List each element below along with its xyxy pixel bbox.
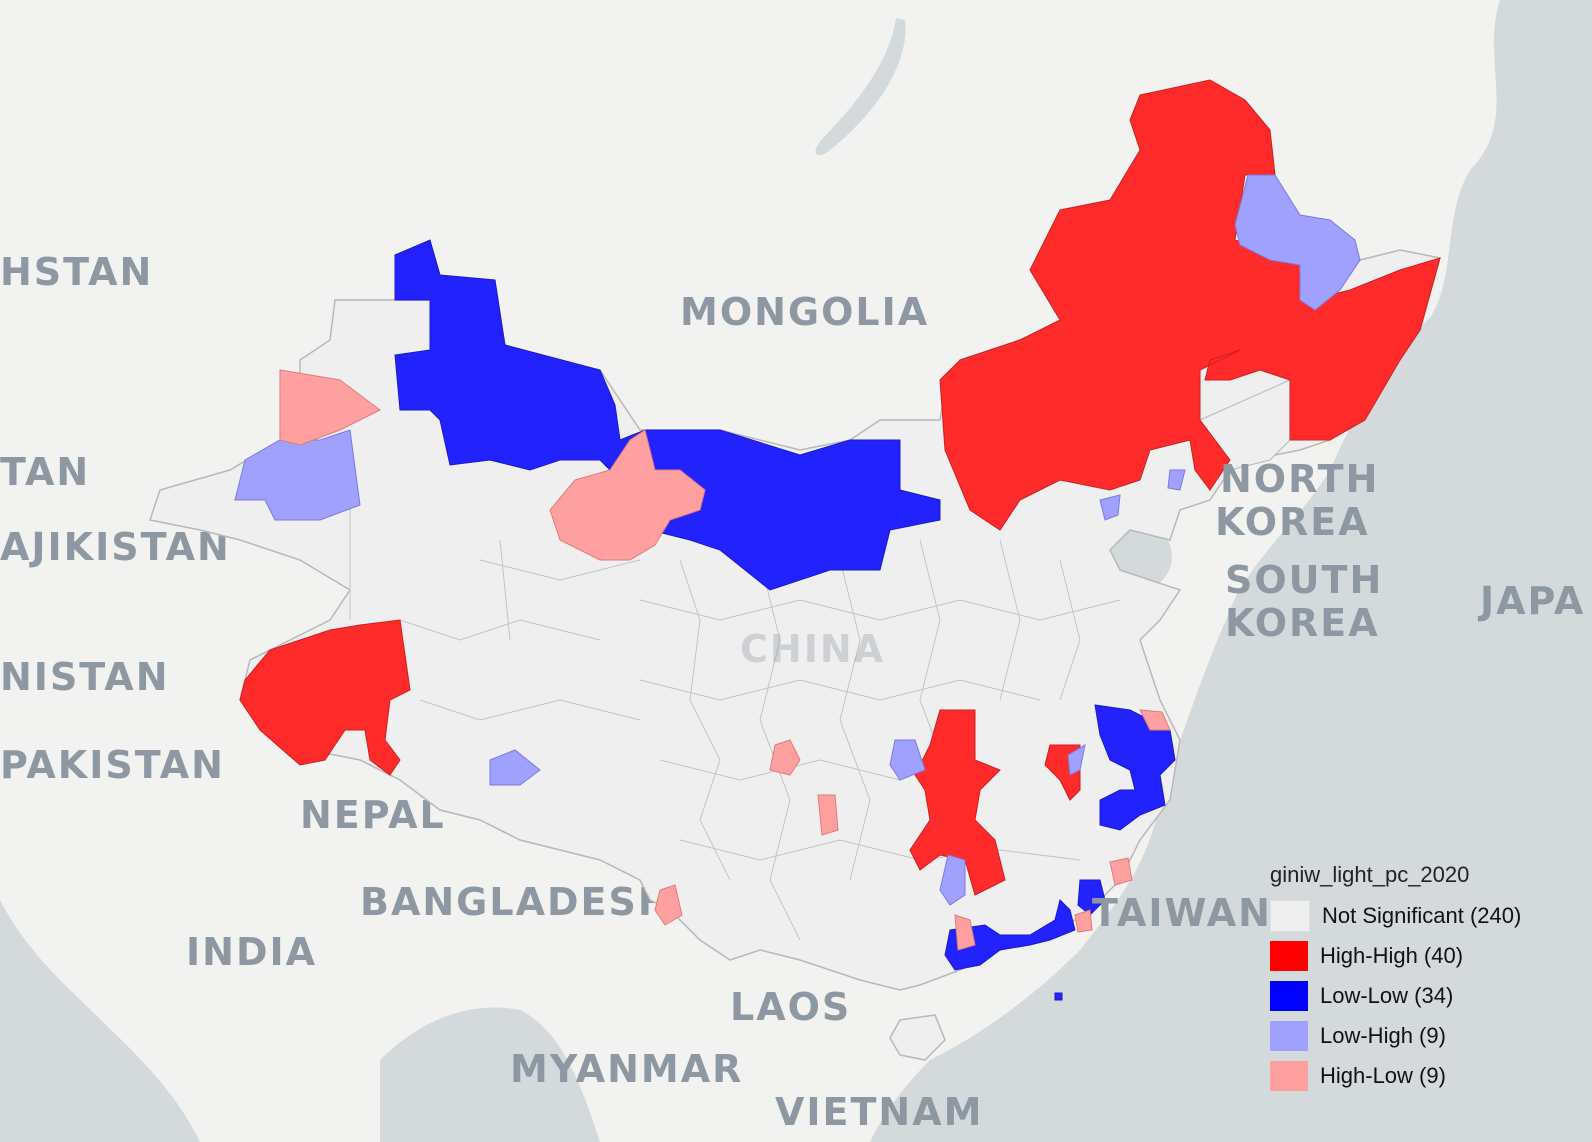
country-labels-top: NORTH KOREA TAIWAN CHINA bbox=[740, 457, 1379, 935]
legend-label: High-Low (9) bbox=[1320, 1063, 1446, 1088]
label-south-korea-line2: KOREA bbox=[1225, 601, 1380, 645]
region-layer-high-high bbox=[239, 79, 1441, 896]
pacific-ocean bbox=[870, 0, 1592, 1142]
legend-item-high-low[interactable]: High-Low (9) bbox=[1270, 1056, 1570, 1096]
high-low-guangxi[interactable] bbox=[954, 914, 976, 951]
legend-swatch bbox=[1270, 1061, 1308, 1091]
label-mongolia: MONGOLIA bbox=[680, 290, 929, 334]
legend-swatch bbox=[1270, 900, 1310, 932]
low-high-liaoning[interactable] bbox=[1099, 494, 1121, 521]
label-pakistan: PAKISTAN bbox=[0, 743, 225, 787]
legend-swatch bbox=[1270, 941, 1308, 971]
low-low-guangdong[interactable] bbox=[944, 899, 1076, 971]
high-high-tibet-west[interactable] bbox=[239, 619, 411, 776]
label-kyrgyzstan: TAN bbox=[0, 450, 90, 494]
legend-swatch bbox=[1270, 981, 1308, 1011]
legend-item-high-high[interactable]: High-High (40) bbox=[1270, 936, 1570, 976]
label-laos: LAOS bbox=[730, 985, 851, 1029]
bay-of-bengal bbox=[380, 1007, 600, 1142]
label-tajikistan: AJIKISTAN bbox=[0, 525, 231, 569]
label-kazakhstan: HSTAN bbox=[0, 250, 153, 294]
low-high-hubei[interactable] bbox=[889, 739, 926, 781]
legend-label: Low-Low (34) bbox=[1320, 983, 1454, 1008]
label-south-korea-line1: SOUTH bbox=[1225, 558, 1383, 602]
high-low-fujian[interactable] bbox=[1109, 857, 1133, 886]
legend-title: giniw_light_pc_2020 bbox=[1270, 862, 1470, 887]
arabian-sea bbox=[0, 900, 200, 1142]
map-legend: giniw_light_pc_2020 Not Significant (240… bbox=[1270, 862, 1570, 1096]
hainan-island[interactable] bbox=[889, 1014, 946, 1061]
legend-swatch bbox=[1270, 1021, 1308, 1051]
legend-item-low-low[interactable]: Low-Low (34) bbox=[1270, 976, 1570, 1016]
legend-item-not-significant[interactable]: Not Significant (240) bbox=[1270, 896, 1570, 936]
low-low-zhejiang[interactable] bbox=[1094, 704, 1176, 831]
high-low-chongqing[interactable] bbox=[817, 794, 839, 836]
low-low-north-xinjiang[interactable] bbox=[394, 239, 941, 591]
high-low-yunnan[interactable] bbox=[654, 884, 683, 926]
lake-baikal bbox=[815, 18, 906, 156]
high-low-central-xinjiang[interactable] bbox=[549, 429, 706, 561]
low-high-hunan[interactable] bbox=[939, 854, 966, 906]
legend-label: High-High (40) bbox=[1320, 943, 1464, 968]
low-high-northeast[interactable] bbox=[1234, 174, 1361, 311]
label-bangladesh: BANGLADESH bbox=[360, 880, 672, 924]
label-afghanistan: NISTAN bbox=[0, 655, 170, 699]
high-low-shanghai[interactable] bbox=[1139, 709, 1171, 731]
label-japan: JAPA bbox=[1477, 579, 1585, 623]
region-layer-high-low bbox=[279, 369, 1171, 951]
label-north-korea-line1: NORTH bbox=[1220, 457, 1379, 501]
high-low-xiamen[interactable] bbox=[1074, 909, 1093, 933]
high-low-west-xinjiang[interactable] bbox=[279, 369, 381, 446]
low-high-tibet[interactable] bbox=[489, 749, 541, 786]
japan-sea bbox=[1330, 300, 1488, 546]
label-taiwan: TAIWAN bbox=[1092, 891, 1272, 935]
label-china: CHINA bbox=[740, 627, 885, 671]
region-layer-low-high bbox=[234, 174, 1361, 906]
low-low-fujian[interactable] bbox=[1077, 879, 1106, 916]
legend-item-low-high[interactable]: Low-High (9) bbox=[1270, 1016, 1570, 1056]
label-north-korea-line2: KOREA bbox=[1215, 500, 1370, 544]
label-vietnam: VIETNAM bbox=[775, 1090, 983, 1134]
high-high-central-hubei[interactable] bbox=[909, 709, 1006, 896]
region-layer-low-low bbox=[394, 239, 1176, 1001]
low-high-dandong[interactable] bbox=[1167, 469, 1186, 491]
label-nepal: NEPAL bbox=[300, 793, 446, 837]
low-high-anhui[interactable] bbox=[1067, 744, 1086, 776]
label-myanmar: MYANMAR bbox=[510, 1047, 743, 1091]
legend-label: Low-High (9) bbox=[1320, 1023, 1446, 1048]
high-low-sichuan[interactable] bbox=[769, 739, 801, 776]
low-low-island[interactable] bbox=[1054, 992, 1063, 1001]
country-labels: HSTAN MONGOLIA TAN AJIKISTAN NISTAN PAKI… bbox=[0, 250, 1585, 1134]
legend-label: Not Significant (240) bbox=[1322, 903, 1522, 928]
label-india: INDIA bbox=[186, 930, 317, 974]
